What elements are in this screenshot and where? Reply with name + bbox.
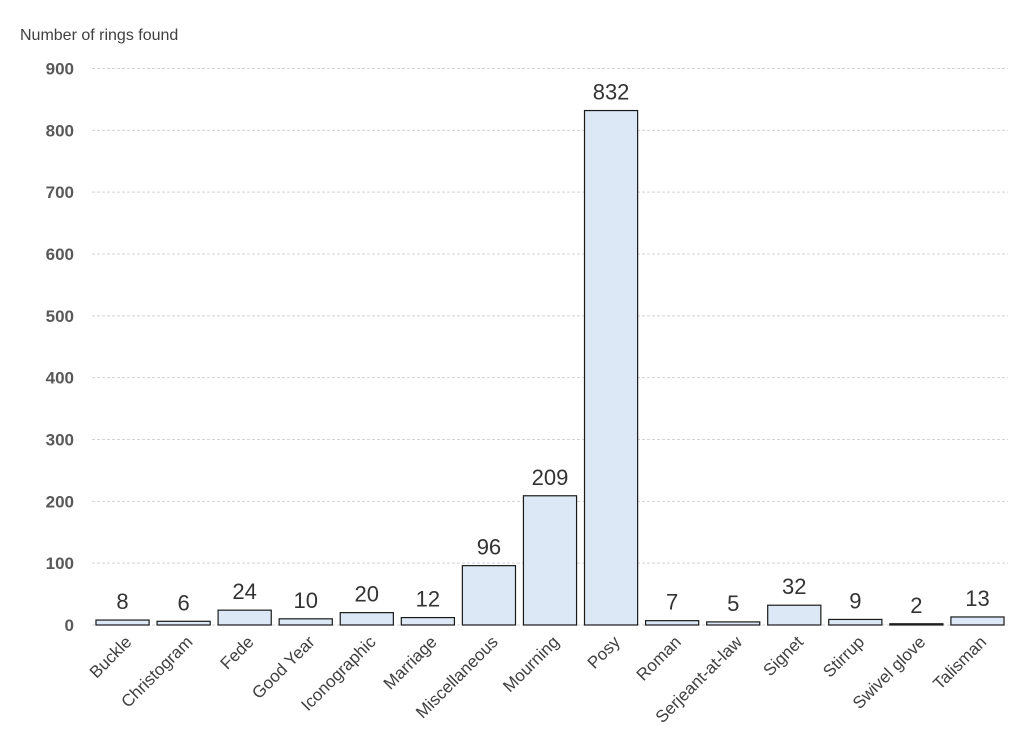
x-tick-label: Posy bbox=[584, 632, 625, 673]
y-tick-label: 600 bbox=[46, 245, 74, 264]
data-label: 24 bbox=[232, 579, 256, 604]
data-labels: 8 6 24 10 20 12 96 209 832 7 5 32 9 2 13 bbox=[116, 80, 989, 618]
x-tick-label: Roman bbox=[633, 632, 685, 684]
data-label: 96 bbox=[477, 535, 501, 560]
y-axis-title: Number of rings found bbox=[20, 27, 178, 44]
bar bbox=[339, 612, 394, 626]
x-tick-label: Signet bbox=[760, 632, 808, 680]
y-tick-label: 100 bbox=[46, 554, 74, 573]
y-tick-label: 400 bbox=[46, 369, 74, 388]
data-label: 5 bbox=[727, 591, 739, 616]
bar bbox=[217, 609, 272, 626]
x-tick-label: Buckle bbox=[86, 632, 136, 682]
data-label: 8 bbox=[116, 589, 128, 614]
bars bbox=[95, 109, 1005, 626]
data-label: 209 bbox=[532, 465, 569, 490]
data-label: 6 bbox=[177, 590, 189, 615]
data-label: 832 bbox=[593, 80, 630, 105]
data-label: 32 bbox=[782, 574, 806, 599]
data-label: 9 bbox=[849, 588, 861, 613]
data-label: 13 bbox=[965, 586, 989, 611]
y-tick-label: 700 bbox=[46, 183, 74, 202]
y-tick-label: 900 bbox=[46, 60, 74, 79]
y-tick-label: 800 bbox=[46, 121, 74, 140]
data-label: 20 bbox=[355, 582, 379, 607]
bar bbox=[828, 618, 883, 626]
bar bbox=[583, 109, 639, 626]
bar bbox=[278, 618, 333, 626]
data-label: 10 bbox=[293, 588, 317, 613]
data-label: 12 bbox=[416, 587, 440, 612]
bar bbox=[706, 621, 761, 626]
x-tick-label: Stirrup bbox=[819, 632, 868, 681]
y-tick-label: 500 bbox=[46, 307, 74, 326]
data-label: 2 bbox=[910, 593, 922, 618]
y-tick-label: 200 bbox=[46, 492, 74, 511]
bar bbox=[95, 619, 150, 626]
bar bbox=[461, 565, 517, 626]
data-label: 7 bbox=[666, 590, 678, 615]
bar bbox=[522, 495, 578, 626]
bar bbox=[400, 616, 456, 626]
bar bbox=[767, 604, 822, 626]
y-tick-label: 300 bbox=[46, 431, 74, 450]
bar bbox=[644, 620, 700, 626]
x-tick-label: Fede bbox=[217, 632, 258, 673]
x-tick-label: Mourning bbox=[499, 632, 563, 696]
y-tick-label: 0 bbox=[65, 616, 74, 635]
y-axis-ticks: 0 100 200 300 400 500 600 700 800 900 bbox=[46, 60, 74, 636]
x-tick-label: Talisman bbox=[929, 632, 990, 693]
bar bbox=[950, 616, 1005, 626]
bar bbox=[156, 620, 211, 626]
bar bbox=[889, 623, 944, 626]
x-tick-label: Marriage bbox=[380, 632, 441, 693]
